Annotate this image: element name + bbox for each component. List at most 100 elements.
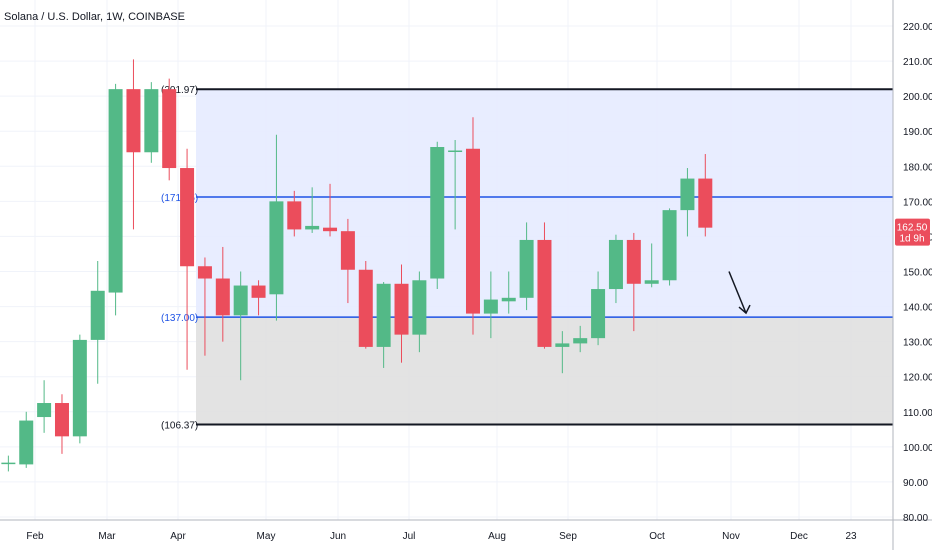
date-label-10: Dec [790, 531, 808, 542]
candle-body-39 [680, 178, 695, 211]
candle-35 [608, 234, 623, 304]
level-label-3: (106.37) [161, 421, 198, 432]
candle-body-19 [323, 227, 338, 232]
date-label-9: Nov [722, 531, 740, 542]
candle-body-24 [412, 280, 427, 335]
candle-body-20 [340, 231, 355, 270]
date-label-3: May [257, 531, 276, 542]
price-label-5: 130.00 [903, 338, 932, 349]
candle-9 [144, 82, 159, 163]
candle-18 [305, 187, 320, 233]
candle-body-16 [269, 201, 284, 295]
date-label-8: Oct [649, 531, 665, 542]
projection-arrow [728, 271, 751, 315]
level-lines[interactable]: (201.97) (171.25) (137.00) (106.37) [161, 85, 893, 432]
candle-32 [555, 331, 570, 374]
price-label-0: 80.00 [903, 513, 928, 524]
candle-body-8 [126, 89, 141, 153]
candle-13 [215, 246, 230, 342]
candle-body-13 [215, 278, 230, 316]
price-label-3: 110.00 [903, 408, 932, 419]
candle-body-12 [197, 266, 212, 279]
level-label-1: (171.25) [161, 193, 198, 204]
candle-body-1 [1, 462, 16, 465]
price-label-2: 100.00 [903, 443, 932, 454]
candle-39 [680, 168, 695, 237]
price-label-7: 150.00 [903, 268, 932, 279]
date-label-1: Mar [98, 531, 116, 542]
candle-6 [90, 260, 105, 384]
candle-24 [412, 271, 427, 353]
candle-33 [573, 325, 588, 353]
date-label-7: Sep [559, 531, 577, 542]
candle-body-11 [180, 168, 195, 267]
candle-body-36 [626, 239, 641, 284]
candle-21 [358, 260, 373, 349]
candle-2 [19, 411, 34, 468]
candle-body-4 [54, 403, 69, 437]
date-label-11: 23 [845, 531, 857, 542]
candle-8 [126, 59, 141, 230]
price-tag-countdown: 1d 9h [899, 234, 924, 245]
candle-7 [108, 83, 123, 316]
candle-3 [37, 380, 52, 433]
price-label-9: 170.00 [903, 197, 932, 208]
arrow-shaft [728, 271, 747, 314]
candle-10 [162, 78, 177, 181]
candle-body-15 [251, 285, 266, 298]
candle-body-25 [430, 147, 445, 279]
candle-body-21 [358, 269, 373, 347]
candle-body-9 [144, 89, 159, 153]
candle-29 [501, 271, 516, 314]
candle-body-22 [376, 283, 391, 347]
price-label-4: 120.00 [903, 373, 932, 384]
candle-body-31 [537, 239, 552, 347]
candle-body-33 [573, 338, 588, 344]
candle-12 [197, 257, 212, 356]
candle-28 [483, 271, 498, 339]
candle-body-18 [305, 225, 320, 230]
candle-23 [394, 264, 409, 363]
candle-26 [448, 139, 463, 230]
candle-body-7 [108, 89, 123, 293]
time-axis[interactable]: Feb Mar Apr May Jun Jul Aug Sep Oct Nov Dec 23 [26, 531, 857, 542]
level-label-0: (201.97) [161, 85, 198, 96]
candle-38 [662, 208, 677, 286]
arrow-head [738, 304, 751, 315]
candle-body-35 [608, 239, 623, 290]
candle-body-10 [162, 89, 177, 169]
candle-4 [54, 394, 69, 454]
date-label-0: Feb [26, 531, 44, 542]
candle-body-27 [465, 148, 480, 314]
candle-11 [180, 148, 195, 370]
candle-27 [465, 117, 480, 335]
candle-body-29 [501, 297, 516, 302]
candle-15 [251, 280, 266, 316]
candle-22 [376, 282, 391, 368]
candle-5 [72, 334, 87, 444]
candle-31 [537, 222, 552, 349]
candle-body-26 [448, 150, 463, 153]
candle-36 [626, 232, 641, 332]
candle-body-40 [698, 178, 713, 228]
price-label-13: 210.00 [903, 57, 932, 68]
candle-body-2 [19, 420, 34, 465]
price-label-12: 200.00 [903, 92, 932, 103]
candles [1, 59, 713, 472]
price-label-11: 190.00 [903, 127, 932, 138]
candle-25 [430, 141, 445, 290]
candle-37 [644, 243, 659, 288]
candle-body-38 [662, 210, 677, 281]
chart-title: Solana / U.S. Dollar, 1W, COINBASE [4, 11, 185, 23]
price-label-6: 140.00 [903, 303, 932, 314]
date-label-2: Apr [170, 531, 186, 542]
candle-body-3 [37, 403, 52, 418]
candle-14 [233, 271, 248, 381]
date-label-5: Jul [403, 531, 416, 542]
candle-body-5 [72, 339, 87, 437]
price-axis[interactable]: 80.00 90.00 100.00 110.00 120.00 130.00 140.00… [903, 22, 932, 524]
date-label-6: Aug [488, 531, 506, 542]
